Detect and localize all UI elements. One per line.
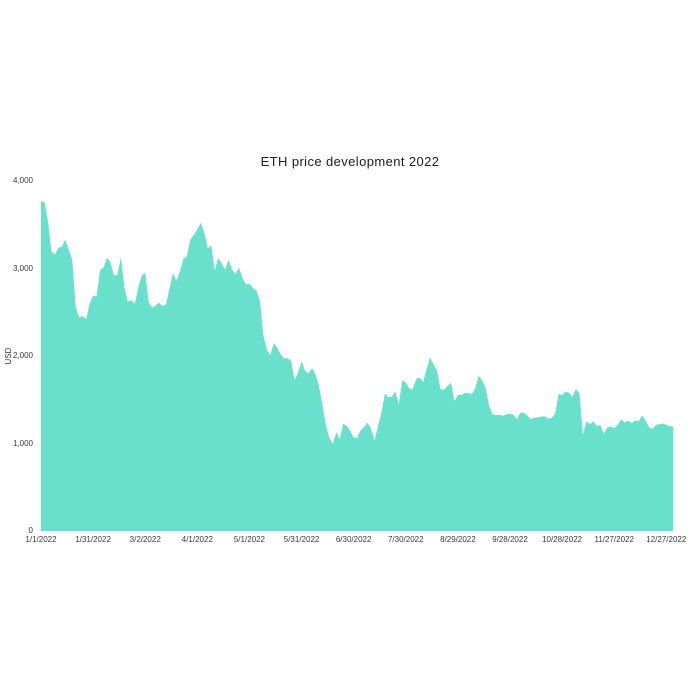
x-tick-label: 1/31/2022 [75, 535, 111, 544]
x-tick-label: 3/2/2022 [129, 535, 161, 544]
y-tick-label: 4,000 [12, 176, 33, 185]
x-tick-label: 1/1/2022 [25, 535, 57, 544]
x-tick-label: 8/29/2022 [440, 535, 476, 544]
x-tick-label: 5/1/2022 [233, 535, 265, 544]
chart-title: ETH price development 2022 [260, 154, 440, 169]
x-tick-label: 6/30/2022 [335, 535, 372, 544]
x-tick-label: 12/27/2022 [646, 535, 687, 544]
y-tick-label: 0 [28, 526, 33, 535]
x-tick-label: 5/31/2022 [283, 535, 320, 544]
x-tick-label: 9/28/2022 [492, 535, 528, 544]
x-tick-label: 7/30/2022 [387, 535, 424, 544]
y-tick-label: 2,000 [12, 351, 33, 360]
eth-price-area [41, 201, 674, 531]
x-tick-label: 4/1/2022 [181, 535, 213, 544]
x-tick-label: 11/27/2022 [594, 535, 634, 544]
y-tick-label: 3,000 [12, 263, 33, 273]
y-tick-label: 1,000 [12, 438, 33, 448]
x-tick-label: 10/28/2022 [542, 535, 583, 544]
